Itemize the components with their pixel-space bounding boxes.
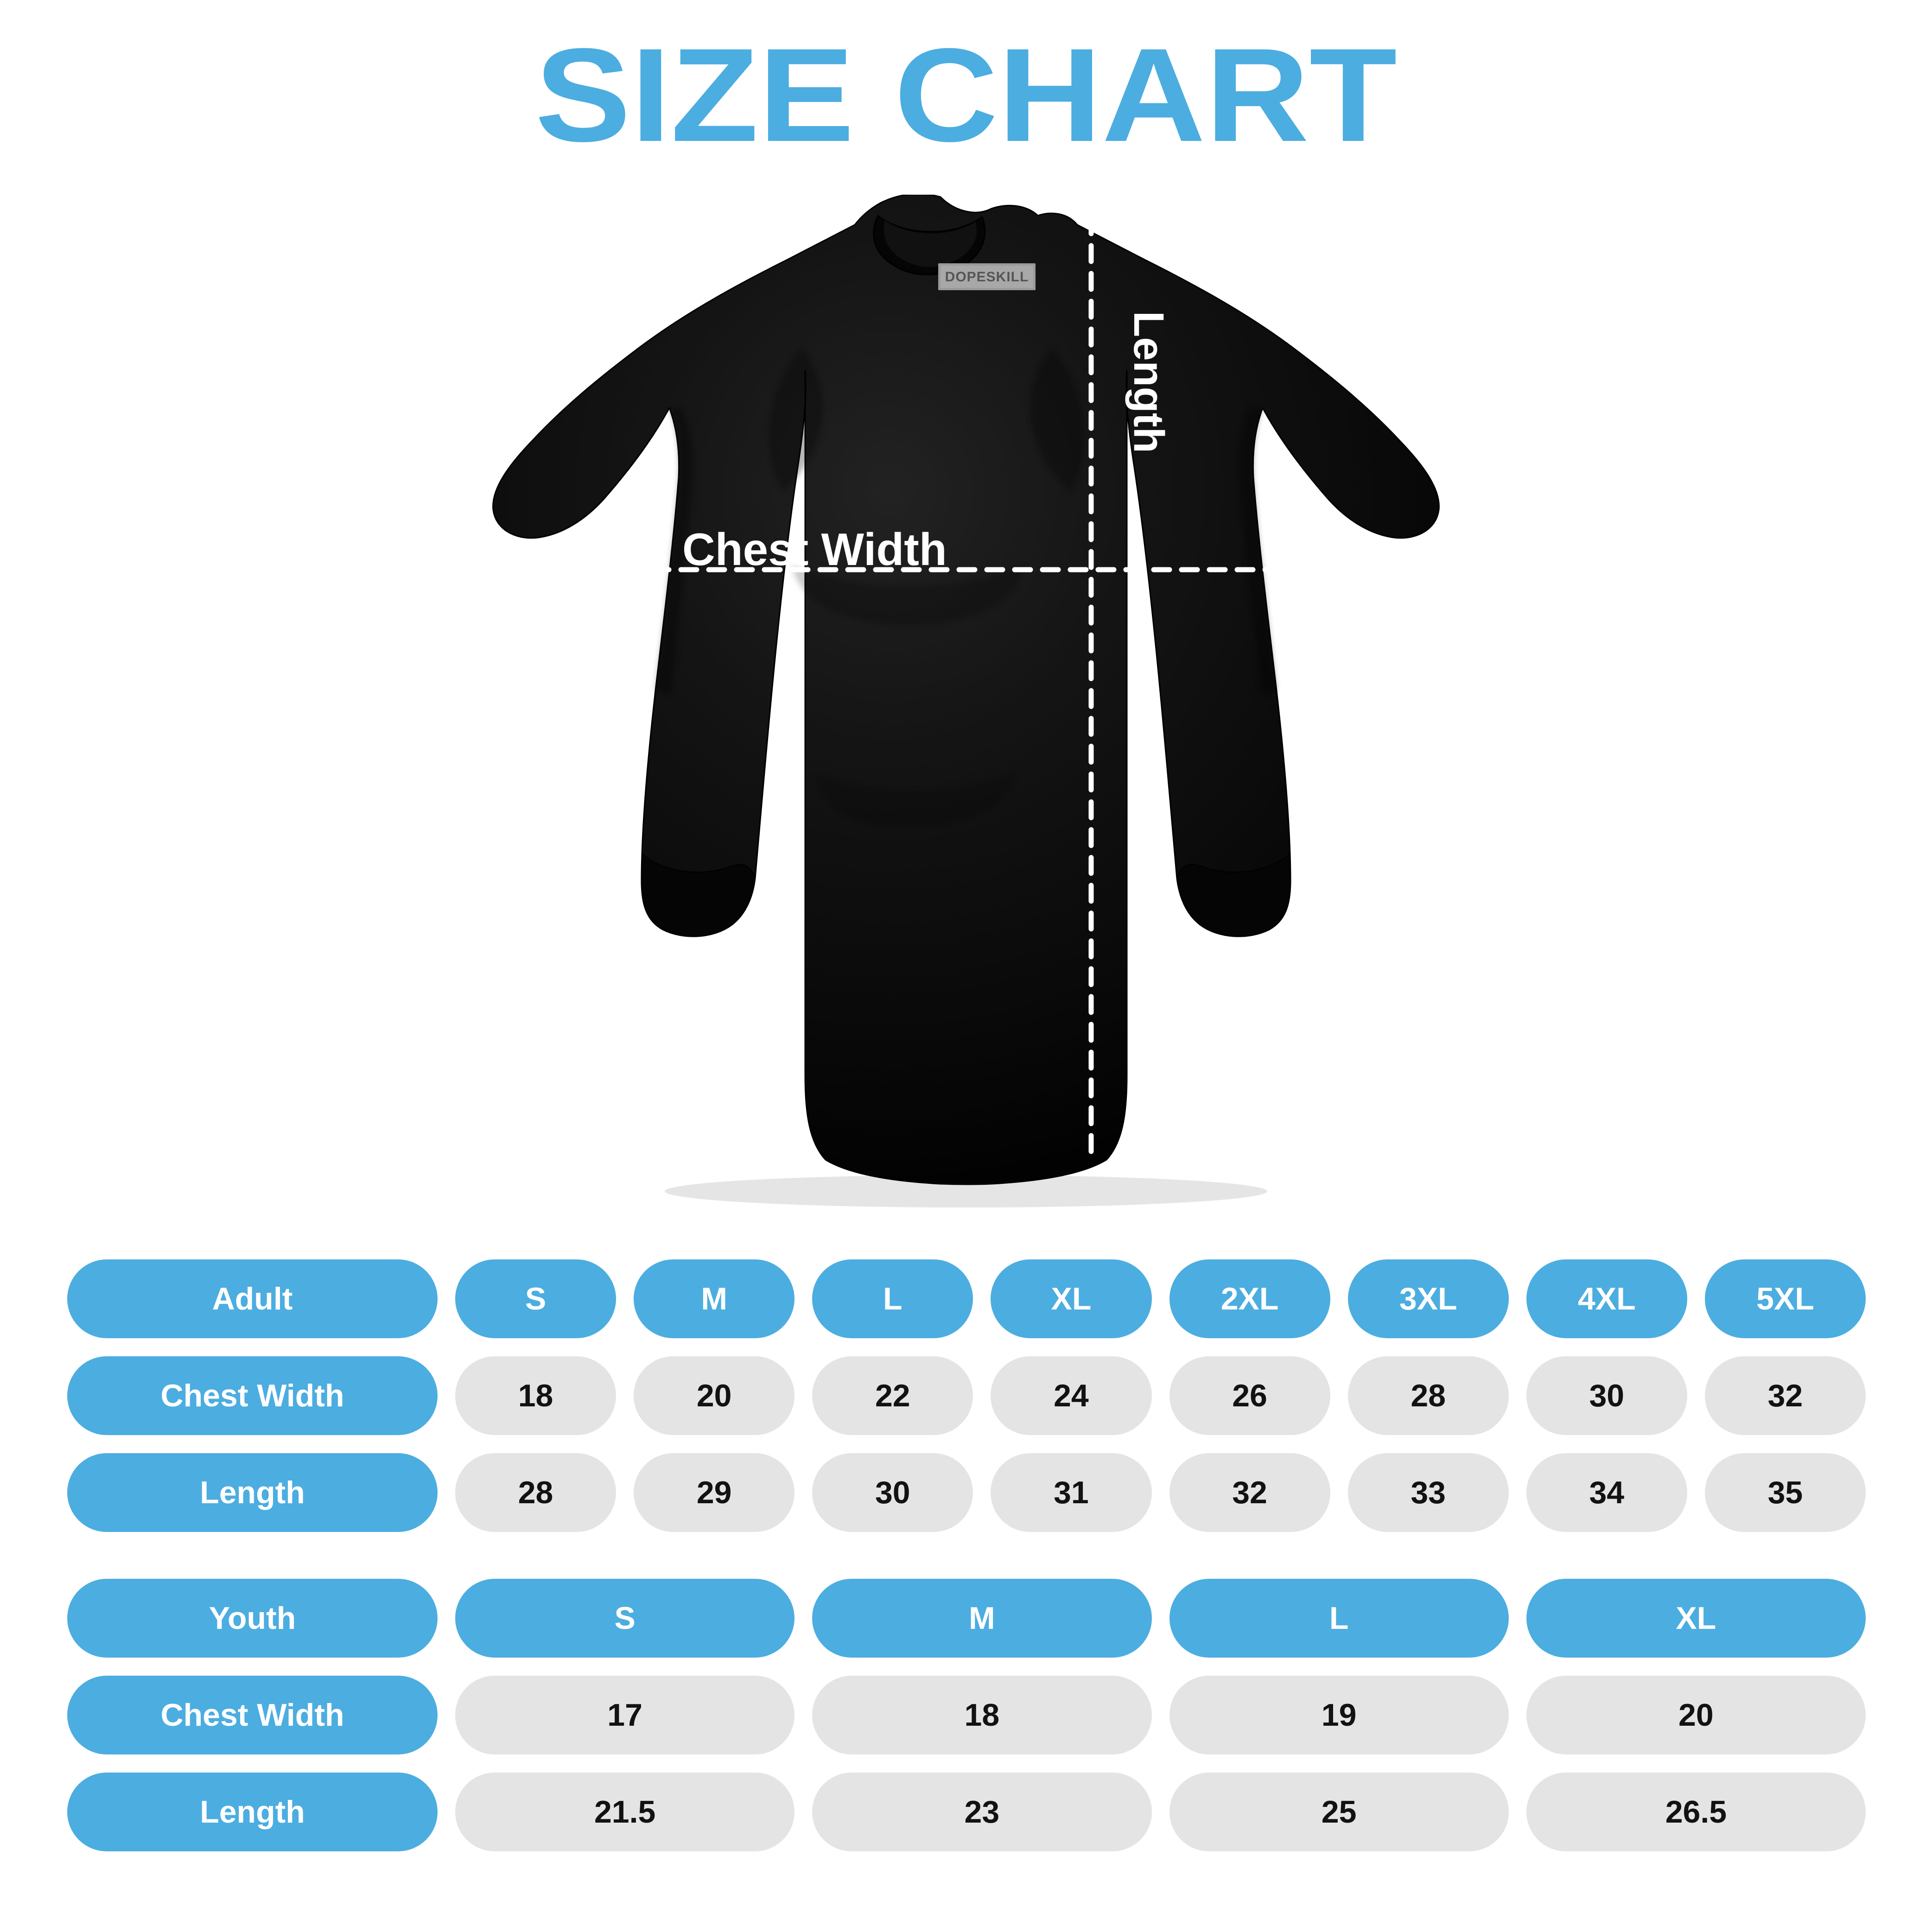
svg-text:Length: Length [1125,311,1172,453]
svg-text:DOPESKILL: DOPESKILL [945,269,1029,285]
svg-text:Chest Width: Chest Width [682,524,947,575]
